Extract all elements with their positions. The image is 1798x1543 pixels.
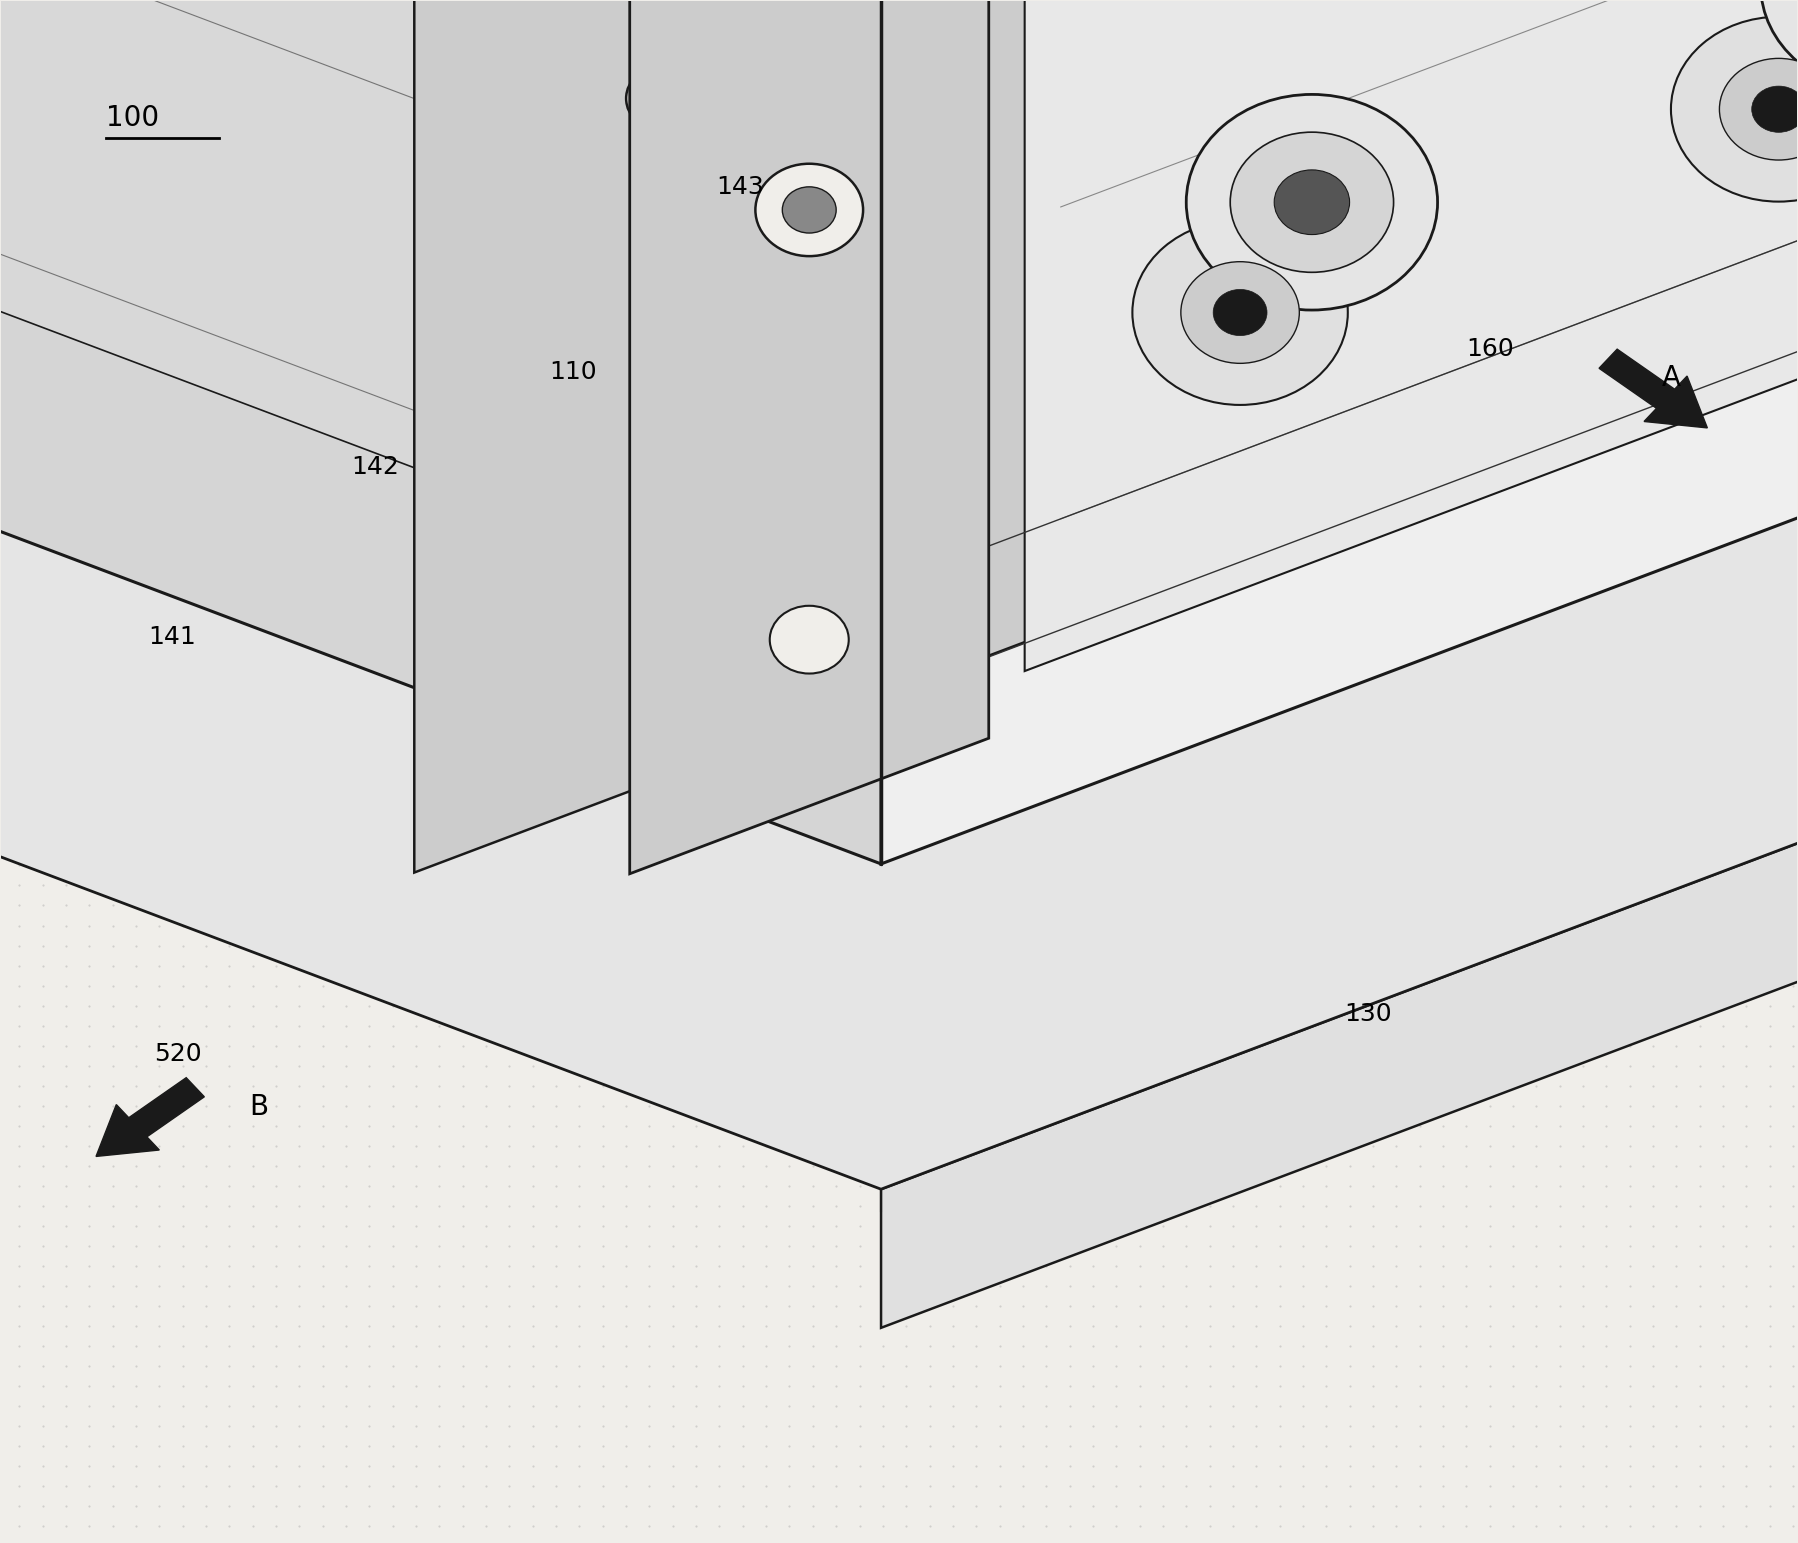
Circle shape [1181, 262, 1300, 363]
Circle shape [755, 164, 863, 256]
Text: 100: 100 [106, 105, 158, 133]
Circle shape [770, 606, 849, 674]
Circle shape [1214, 290, 1268, 336]
Polygon shape [881, 0, 1798, 1329]
Polygon shape [881, 0, 1798, 864]
Circle shape [1751, 86, 1798, 133]
Polygon shape [0, 0, 1798, 1190]
Circle shape [1230, 133, 1393, 272]
Text: B: B [250, 1092, 268, 1120]
Circle shape [1133, 221, 1348, 404]
Polygon shape [629, 0, 989, 873]
Text: 520: 520 [155, 1042, 201, 1066]
Polygon shape [0, 0, 845, 631]
Text: 160: 160 [1467, 336, 1514, 361]
Circle shape [1760, 0, 1798, 93]
Circle shape [1187, 94, 1438, 310]
Circle shape [1670, 17, 1798, 202]
Circle shape [1719, 59, 1798, 160]
FancyArrow shape [1598, 349, 1708, 427]
Polygon shape [414, 0, 1061, 872]
Text: 142: 142 [351, 455, 399, 480]
Circle shape [1275, 170, 1350, 235]
Polygon shape [1025, 0, 1798, 671]
Circle shape [782, 187, 836, 233]
Text: 110: 110 [548, 360, 597, 384]
Polygon shape [0, 0, 881, 864]
Text: A: A [1661, 364, 1681, 392]
Text: 130: 130 [1345, 1001, 1392, 1026]
Text: 141: 141 [149, 625, 196, 648]
Text: 143: 143 [716, 174, 764, 199]
Circle shape [626, 65, 705, 133]
FancyArrow shape [95, 1077, 205, 1156]
